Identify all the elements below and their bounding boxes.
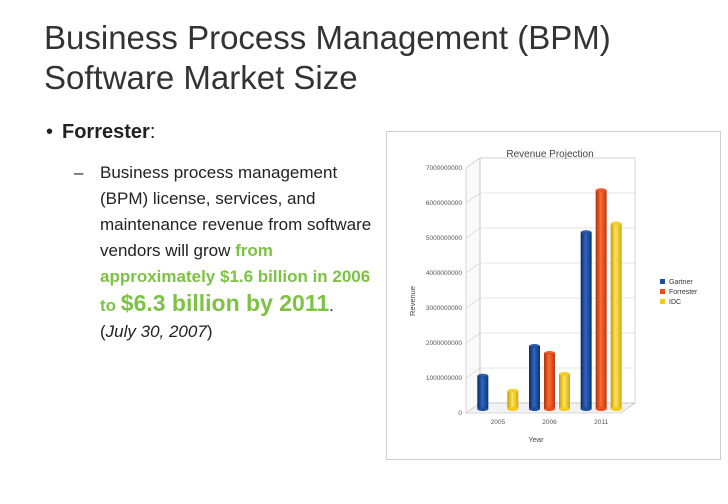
gridline (465, 227, 635, 239)
bar-idc-2005 (507, 390, 519, 409)
date-prefix: . ( (100, 296, 334, 341)
bar-idc-2011 (610, 223, 622, 409)
sub-bullet: – Business process management (BPM) lice… (74, 160, 374, 345)
bullet-forrester: • Forrester: (46, 121, 155, 144)
slide-title-line2: Software Market Size (44, 59, 358, 96)
chart-side-wall (465, 157, 481, 414)
bar-base (559, 407, 570, 411)
bullet-dot-icon: • (46, 121, 54, 143)
slide-title-line1: Business Process Management (BPM) (44, 19, 611, 56)
legend-swatch-idc (660, 299, 665, 304)
legend-label-gartner: Gartner (669, 279, 693, 286)
y-tick-label: 2000000000 (426, 340, 463, 347)
bar-top (559, 372, 570, 376)
bar-top (529, 344, 540, 348)
y-tick-label: 7000000000 (426, 165, 463, 172)
sub-bullet-dash: – (74, 163, 84, 182)
chart-plot: 0 1000000000 2000000000 3000000000 400000000… (426, 157, 636, 426)
slide-title: Business Process Management (BPM) Softwa… (44, 18, 684, 98)
gridline (465, 157, 635, 169)
bar-idc-2006 (559, 374, 570, 409)
y-tick-label: 0 (458, 410, 462, 417)
date-suffix: ) (206, 322, 213, 341)
highlight-big: $6.3 billion by 2011 (120, 290, 330, 316)
bar-top (477, 373, 489, 378)
y-axis-label: Revenue (408, 286, 417, 316)
y-tick-label: 3000000000 (426, 305, 463, 312)
sub-text: Business process management (BPM) licens… (100, 163, 372, 260)
x-tick-label: 2006 (542, 419, 557, 426)
x-tick-label: 2005 (491, 419, 506, 426)
y-tick-label: 1000000000 (426, 375, 463, 382)
citation-date: July 30, 2007 (105, 322, 207, 341)
bar-top (595, 188, 607, 193)
bar-top (580, 230, 592, 235)
y-tick-label: 4000000000 (426, 270, 463, 277)
bullet-colon: : (149, 121, 156, 143)
bar-forrester-2006 (544, 353, 555, 409)
bar-base (507, 407, 519, 411)
bar-top (544, 351, 555, 355)
bar-base (544, 407, 555, 411)
bar-top (610, 221, 622, 226)
bar-base (477, 407, 489, 411)
bar-base (580, 407, 592, 411)
highlight-small: from approximately $1.6 billion in 2006 … (100, 241, 371, 315)
bullet-label: Forrester (62, 121, 150, 143)
bar-base (529, 407, 540, 411)
bar-top (507, 388, 519, 393)
bar-gartner-2005 (477, 375, 489, 409)
gridline (465, 192, 635, 204)
chart-legend: Gartner Forrester IDC (660, 279, 698, 306)
y-tick-label: 5000000000 (426, 235, 463, 242)
chart-title: Revenue Projection (506, 149, 593, 160)
sub-bullet-text: Business process management (BPM) licens… (100, 160, 374, 345)
y-tick-label: 6000000000 (426, 200, 463, 207)
bar-gartner-2011 (580, 232, 592, 409)
revenue-chart: Revenue Projection 0 1000000000 2000000000… (386, 131, 721, 460)
x-tick-label: 2011 (594, 419, 608, 426)
x-axis-label: Year (528, 435, 544, 444)
bar-base (595, 407, 607, 411)
bar-forrester-2011 (595, 190, 607, 409)
legend-swatch-gartner (660, 279, 665, 284)
bar-gartner-2006 (529, 346, 540, 409)
legend-swatch-forrester (660, 289, 665, 294)
bar-base (610, 407, 622, 411)
legend-label-idc: IDC (669, 299, 681, 306)
legend-label-forrester: Forrester (669, 289, 698, 296)
